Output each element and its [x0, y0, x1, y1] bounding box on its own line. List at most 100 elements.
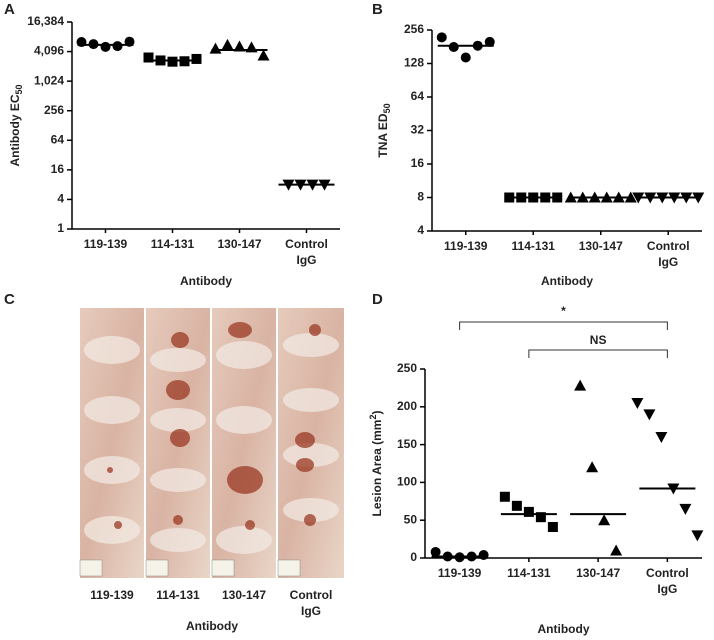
point [460, 52, 471, 63]
significance-bracket [459, 321, 668, 330]
panel-letter: B [372, 1, 383, 18]
point [511, 500, 522, 511]
x-tick-label: IgG [657, 582, 677, 596]
point [233, 40, 246, 52]
point [499, 491, 510, 502]
y-tick-label: 100 [397, 475, 417, 489]
x-tick-label: 119-139 [444, 239, 488, 253]
point [691, 530, 704, 542]
panel-letter: D [372, 291, 383, 308]
point [631, 398, 644, 410]
y-tick-label: 16 [411, 156, 425, 170]
point [610, 544, 623, 556]
point [564, 191, 577, 203]
x-axis-label: Antibody [541, 274, 593, 288]
x-tick-label: 114-131 [151, 237, 195, 251]
point [632, 192, 645, 204]
point [448, 42, 459, 53]
y-tick-label: 64 [51, 132, 65, 146]
y-axis-label: Lesion Area (mm2) [368, 411, 384, 517]
point [535, 512, 546, 523]
y-tick-label: 32 [411, 123, 425, 137]
y-tick-label: 4 [417, 223, 424, 237]
y-axis-label-part: TNA ED [376, 113, 390, 158]
y-tick-label: 1,024 [34, 73, 64, 87]
photo-label: Control [290, 588, 333, 602]
point [692, 192, 705, 204]
point [679, 503, 692, 515]
y-tick-label: 50 [404, 512, 418, 526]
point [484, 36, 495, 47]
photo-panel [79, 308, 344, 578]
point [221, 38, 234, 50]
y-axis-label-part: 2 [368, 415, 378, 420]
y-tick-label: 0 [410, 550, 417, 564]
point [586, 461, 599, 473]
y-tick-label: 8 [417, 190, 424, 204]
y-tick-label: 250 [397, 361, 417, 375]
point [643, 409, 656, 421]
photo-texture [84, 333, 339, 554]
x-tick-label: 130-147 [579, 239, 623, 253]
y-tick-label: 4,096 [34, 44, 64, 58]
photo-xlabel: Antibody [186, 619, 238, 633]
point [574, 379, 587, 391]
x-tick-label: 119-139 [84, 237, 128, 251]
photo-label: 119-139 [90, 588, 134, 602]
point [478, 549, 489, 560]
point [624, 191, 637, 203]
photo-rulers [79, 559, 301, 577]
point [257, 49, 270, 61]
y-tick-label: 4 [57, 192, 64, 206]
y-axis-label-part: Antibody EC [8, 94, 22, 166]
photo-label: IgG [301, 604, 321, 618]
significance-label: NS [590, 333, 607, 347]
point [143, 52, 154, 63]
x-tick-label: IgG [297, 253, 317, 267]
x-tick-label: Control [646, 566, 689, 580]
photo-label: 130-147 [222, 588, 266, 602]
panel-letter: C [4, 291, 15, 308]
photo-lesions [107, 322, 321, 530]
y-axis-label-part: 50 [14, 84, 24, 94]
x-tick-label: 130-147 [576, 566, 620, 580]
point [191, 53, 202, 64]
significance-label: * [561, 304, 566, 318]
x-tick-label: IgG [658, 255, 678, 269]
point [547, 522, 558, 533]
y-axis-label: Antibody EC50 [8, 84, 24, 166]
y-tick-label: 200 [397, 399, 417, 413]
y-axis-label-part: Lesion Area (mm [370, 420, 384, 517]
point [436, 32, 447, 43]
y-tick-label: 1 [57, 221, 64, 235]
x-axis-label: Antibody [180, 274, 232, 288]
x-tick-label: 130-147 [217, 237, 261, 251]
significance-bracket [528, 349, 668, 358]
point [209, 42, 222, 54]
y-axis-label-part: ) [370, 411, 384, 415]
x-tick-label: Control [647, 239, 690, 253]
panel-letter: A [4, 1, 15, 18]
y-tick-label: 256 [44, 103, 64, 117]
point [523, 506, 534, 517]
x-tick-label: 114-131 [512, 239, 556, 253]
x-tick-label: Control [285, 237, 328, 251]
y-tick-label: 150 [397, 437, 417, 451]
x-axis-label: Antibody [538, 622, 590, 636]
point [655, 432, 668, 444]
x-tick-label: 119-139 [438, 566, 482, 580]
y-tick-label: 256 [404, 22, 424, 36]
point [167, 56, 178, 67]
y-axis-label: TNA ED50 [376, 103, 392, 157]
photo-label: 114-131 [156, 588, 200, 602]
y-tick-label: 128 [404, 56, 424, 70]
y-tick-label: 16 [51, 162, 65, 176]
point [430, 546, 441, 557]
y-axis-label-part: 50 [382, 103, 392, 113]
point [598, 514, 611, 526]
y-tick-label: 16,384 [27, 14, 64, 28]
y-tick-label: 64 [411, 89, 425, 103]
point [100, 41, 111, 52]
x-tick-label: 114-131 [507, 566, 551, 580]
